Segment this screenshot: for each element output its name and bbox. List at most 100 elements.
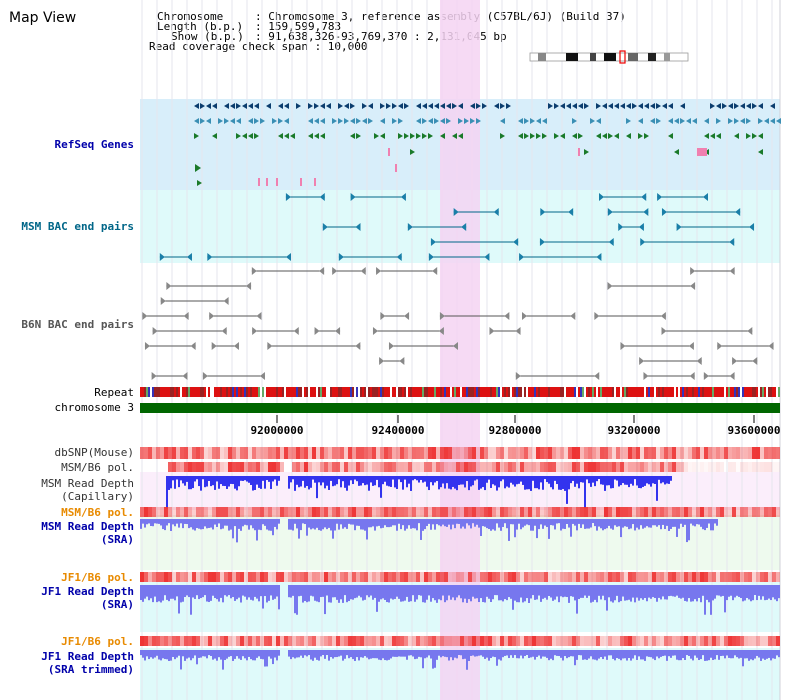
heat-cell bbox=[632, 447, 636, 459]
gene-glyph bbox=[764, 118, 769, 124]
depth-bar bbox=[472, 650, 474, 656]
depth-bar bbox=[264, 650, 266, 667]
depth-bar bbox=[530, 585, 532, 599]
heat-cell bbox=[268, 636, 272, 646]
depth-bar bbox=[440, 476, 442, 488]
depth-bar bbox=[262, 476, 264, 481]
heat-cell bbox=[596, 636, 600, 646]
heat-cell bbox=[484, 507, 488, 517]
depth-bar bbox=[260, 650, 262, 659]
repeat-block bbox=[260, 387, 262, 397]
depth-bar bbox=[448, 476, 450, 489]
heat-cell bbox=[284, 462, 288, 472]
heat-cell bbox=[220, 447, 224, 459]
heat-cell bbox=[364, 447, 368, 459]
depth-bar bbox=[368, 519, 370, 528]
depth-bar bbox=[756, 585, 758, 601]
gene-glyph bbox=[506, 103, 511, 109]
heat-cell bbox=[260, 447, 264, 459]
depth-bar bbox=[270, 476, 272, 489]
depth-bar bbox=[706, 585, 708, 600]
depth-bar bbox=[204, 650, 206, 657]
msm-bac-end bbox=[596, 253, 602, 261]
heat-cell bbox=[640, 462, 644, 472]
repeat-block bbox=[756, 387, 758, 397]
repeat-block bbox=[594, 387, 596, 397]
depth-bar bbox=[350, 519, 352, 525]
heat-cell bbox=[524, 572, 528, 582]
heat-cell bbox=[392, 462, 396, 472]
repeat-block bbox=[460, 387, 462, 397]
heat-cell bbox=[336, 572, 340, 582]
heat-cell bbox=[748, 572, 752, 582]
b6n-bac-label[interactable]: B6N BAC end pairs bbox=[21, 318, 134, 331]
heat-cell bbox=[508, 636, 512, 646]
depth-bar bbox=[252, 519, 254, 529]
depth-bar bbox=[748, 650, 750, 661]
heat-cell bbox=[552, 636, 556, 646]
depth-bar bbox=[700, 519, 702, 527]
msm-bac-label[interactable]: MSM BAC end pairs bbox=[21, 220, 134, 233]
depth-bar bbox=[388, 476, 390, 487]
gene-glyph bbox=[440, 103, 445, 109]
b6n-bac-end bbox=[251, 267, 257, 275]
gene-glyph bbox=[614, 133, 619, 139]
heat-cell bbox=[344, 447, 348, 459]
heat-cell bbox=[164, 462, 168, 472]
depth-bar bbox=[730, 585, 732, 596]
depth-bar bbox=[224, 650, 226, 661]
depth-bar bbox=[214, 519, 216, 525]
heat-cell bbox=[308, 507, 312, 517]
repeat-block bbox=[244, 387, 246, 397]
depth-bar bbox=[706, 519, 708, 528]
depth-bar bbox=[370, 476, 372, 483]
depth-bar bbox=[622, 476, 624, 484]
depth-bar bbox=[192, 476, 194, 489]
depth-bar bbox=[530, 519, 532, 531]
heat-cell bbox=[776, 636, 780, 646]
refseq-label[interactable]: RefSeq Genes bbox=[54, 138, 134, 151]
depth-bar bbox=[408, 476, 410, 484]
depth-bar bbox=[374, 585, 376, 598]
depth-bar bbox=[154, 585, 156, 597]
heat-cell bbox=[364, 636, 368, 646]
depth-bar bbox=[552, 650, 554, 661]
depth-bar bbox=[726, 585, 728, 601]
repeat-block bbox=[436, 387, 438, 397]
gene-glyph bbox=[197, 180, 202, 186]
heat-cell bbox=[588, 507, 592, 517]
heat-cell bbox=[528, 507, 532, 517]
gene-glyph bbox=[224, 103, 229, 109]
depth-bar bbox=[146, 585, 148, 597]
repeat-block bbox=[422, 387, 424, 397]
heat-cell bbox=[384, 507, 388, 517]
heat-cell bbox=[368, 462, 372, 472]
depth-bar bbox=[150, 650, 152, 658]
depth-bar bbox=[324, 519, 326, 528]
depth-bar bbox=[478, 476, 480, 490]
heat-cell bbox=[260, 636, 264, 646]
gene-glyph bbox=[632, 103, 637, 109]
heat-cell bbox=[592, 572, 596, 582]
depth-bar bbox=[634, 519, 636, 531]
repeat-block bbox=[510, 387, 512, 397]
repeat-block bbox=[262, 387, 264, 397]
heat-cell bbox=[600, 462, 604, 472]
depth-bar bbox=[376, 585, 378, 612]
b6n-bac-end bbox=[209, 312, 215, 320]
depth-bar bbox=[666, 585, 668, 600]
depth-bar bbox=[470, 650, 472, 656]
depth-bar bbox=[202, 476, 204, 480]
gene-glyph bbox=[734, 118, 739, 124]
depth-bar bbox=[698, 585, 700, 598]
depth-bar bbox=[166, 519, 168, 526]
heat-cell bbox=[168, 462, 172, 472]
depth-bar bbox=[514, 585, 516, 601]
depth-bar bbox=[470, 476, 472, 487]
depth-bar bbox=[512, 650, 514, 658]
repeat-block bbox=[734, 387, 736, 397]
heat-cell bbox=[444, 507, 448, 517]
heat-cell bbox=[332, 636, 336, 646]
heat-cell bbox=[224, 462, 228, 472]
